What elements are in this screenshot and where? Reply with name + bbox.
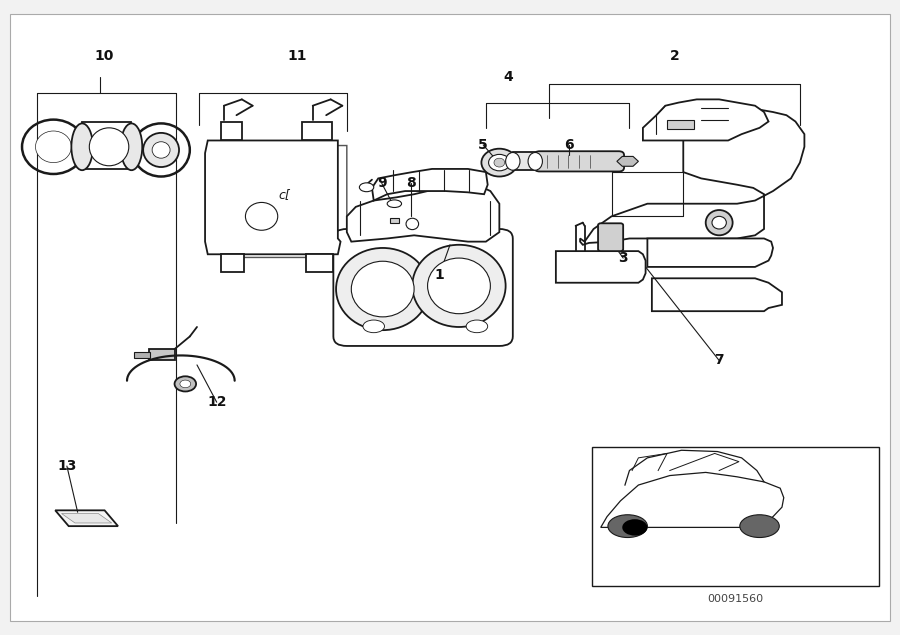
Ellipse shape [406, 218, 419, 230]
FancyBboxPatch shape [598, 224, 623, 251]
Text: 3: 3 [618, 251, 628, 265]
Polygon shape [302, 121, 331, 140]
Bar [513, 152, 536, 170]
Ellipse shape [89, 128, 129, 166]
Text: 1: 1 [435, 268, 444, 282]
Ellipse shape [132, 123, 190, 177]
Text: 8: 8 [406, 177, 416, 190]
Ellipse shape [489, 154, 510, 171]
Bar [667, 119, 694, 129]
Bar [390, 218, 399, 223]
Polygon shape [600, 472, 784, 528]
Polygon shape [221, 254, 244, 272]
Text: 4: 4 [503, 70, 513, 84]
Text: 7: 7 [715, 354, 724, 368]
Polygon shape [228, 145, 349, 257]
Ellipse shape [712, 217, 726, 229]
Text: 6: 6 [564, 138, 574, 152]
Text: 12: 12 [207, 395, 227, 409]
Polygon shape [643, 100, 769, 140]
Ellipse shape [740, 515, 779, 537]
Bar [82, 121, 131, 169]
Ellipse shape [175, 377, 196, 391]
Ellipse shape [506, 152, 520, 170]
FancyBboxPatch shape [333, 229, 513, 346]
Ellipse shape [363, 320, 384, 333]
Bar [592, 447, 879, 586]
Ellipse shape [359, 183, 374, 192]
Text: 11: 11 [288, 50, 307, 64]
Ellipse shape [143, 133, 179, 167]
Ellipse shape [152, 142, 170, 158]
Ellipse shape [246, 203, 278, 231]
Text: 13: 13 [58, 459, 76, 473]
Polygon shape [306, 254, 333, 272]
Ellipse shape [494, 158, 505, 167]
Polygon shape [55, 511, 118, 526]
Text: 2: 2 [670, 50, 680, 64]
Polygon shape [372, 169, 488, 201]
Polygon shape [616, 156, 638, 166]
Text: 00091560: 00091560 [707, 594, 763, 604]
Ellipse shape [71, 123, 93, 170]
Text: 5: 5 [478, 138, 488, 152]
Ellipse shape [121, 123, 142, 170]
Ellipse shape [351, 261, 414, 317]
Ellipse shape [622, 519, 647, 535]
Ellipse shape [336, 248, 429, 330]
Ellipse shape [706, 210, 733, 236]
Ellipse shape [608, 515, 647, 537]
Text: 9: 9 [377, 177, 387, 190]
Bar [134, 352, 150, 358]
Polygon shape [346, 185, 500, 242]
Ellipse shape [22, 119, 85, 174]
Polygon shape [221, 121, 242, 140]
Ellipse shape [466, 320, 488, 333]
Text: 10: 10 [94, 50, 114, 64]
Text: c[: c[ [278, 188, 290, 201]
Polygon shape [580, 102, 805, 245]
Polygon shape [205, 140, 340, 254]
Ellipse shape [528, 152, 543, 170]
Polygon shape [647, 239, 773, 267]
Polygon shape [61, 514, 112, 523]
Ellipse shape [428, 258, 491, 314]
Polygon shape [340, 232, 508, 337]
Polygon shape [556, 251, 645, 283]
Bar [149, 349, 175, 361]
Ellipse shape [387, 200, 401, 208]
Ellipse shape [180, 380, 191, 388]
Ellipse shape [412, 245, 506, 327]
Polygon shape [652, 278, 782, 311]
Ellipse shape [35, 131, 71, 163]
Ellipse shape [482, 149, 517, 177]
FancyBboxPatch shape [535, 151, 624, 171]
